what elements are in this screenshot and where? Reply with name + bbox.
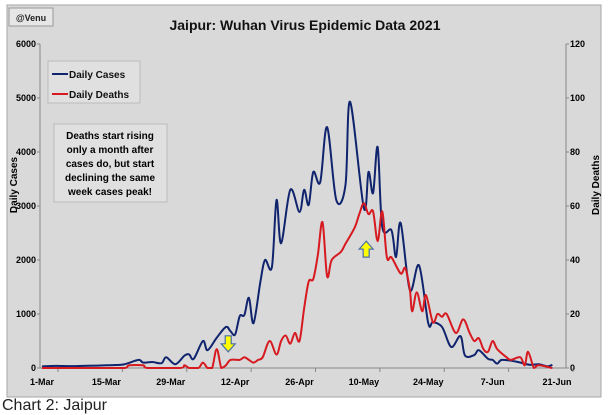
legend: Daily Cases Daily Deaths — [47, 60, 141, 104]
legend-label-deaths: Daily Deaths — [69, 90, 129, 101]
x-tick-label: 26-Apr — [285, 377, 314, 387]
annotation-line: week cases peak! — [67, 187, 152, 198]
annotation-line: declining the same — [65, 173, 155, 184]
y-left-tick-label: 5000 — [16, 93, 36, 103]
y-left-tick-label: 4000 — [16, 147, 36, 157]
x-tick-label: 15-Mar — [92, 377, 122, 387]
x-tick-label: 10-May — [349, 377, 380, 387]
y-left-tick-label: 2000 — [16, 255, 36, 265]
chart-caption: Chart 2: Jaipur — [2, 397, 107, 414]
legend-frame — [47, 60, 141, 104]
chart-title: Jaipur: Wuhan Virus Epidemic Data 2021 — [169, 17, 440, 33]
y-left-tick-label: 0 — [31, 363, 36, 373]
y-right-tick-label: 40 — [570, 255, 580, 265]
arrow-up-icon — [357, 240, 375, 258]
epidemic-chart: @Venu Jaipur: Wuhan Virus Epidemic Data … — [6, 4, 602, 398]
annotation-line: Deaths start rising — [66, 131, 154, 142]
x-tick-label: 24-May — [413, 377, 444, 387]
annotation-line: only a month after — [67, 145, 154, 156]
y-right-tick-label: 80 — [570, 147, 580, 157]
series-line-daily-deaths — [42, 202, 553, 370]
y-left-tick-label: 1000 — [16, 309, 36, 319]
x-tick-label: 1-Mar — [30, 377, 55, 387]
y-right-tick-label: 120 — [570, 39, 585, 49]
credit-box: @Venu — [8, 7, 54, 27]
x-tick-label: 21-Jun — [542, 377, 571, 387]
x-tick-label: 12-Apr — [221, 377, 250, 387]
annotation-box: Deaths start rising only a month after c… — [53, 123, 168, 203]
series-line-daily-cases — [41, 100, 553, 368]
legend-label-cases: Daily Cases — [69, 70, 126, 81]
y-right-tick-label: 100 — [570, 93, 585, 103]
y-left-axis-label: Daily Cases — [9, 156, 20, 213]
credit-box-frame — [8, 7, 54, 27]
x-tick-label: 29-Mar — [156, 377, 186, 387]
y-right-tick-label: 60 — [570, 201, 580, 211]
y-right-tick-label: 20 — [570, 309, 580, 319]
annotation-frame — [53, 123, 168, 203]
y-right-axis-label: Daily Deaths — [591, 155, 602, 215]
y-left-tick-label: 3000 — [16, 201, 36, 211]
arrow-down-icon — [219, 335, 237, 353]
x-tick-label: 7-Jun — [481, 377, 505, 387]
credit-label: @Venu — [16, 13, 46, 23]
annotation-line: cases do, but start — [66, 159, 155, 170]
y-left-tick-label: 6000 — [16, 39, 36, 49]
